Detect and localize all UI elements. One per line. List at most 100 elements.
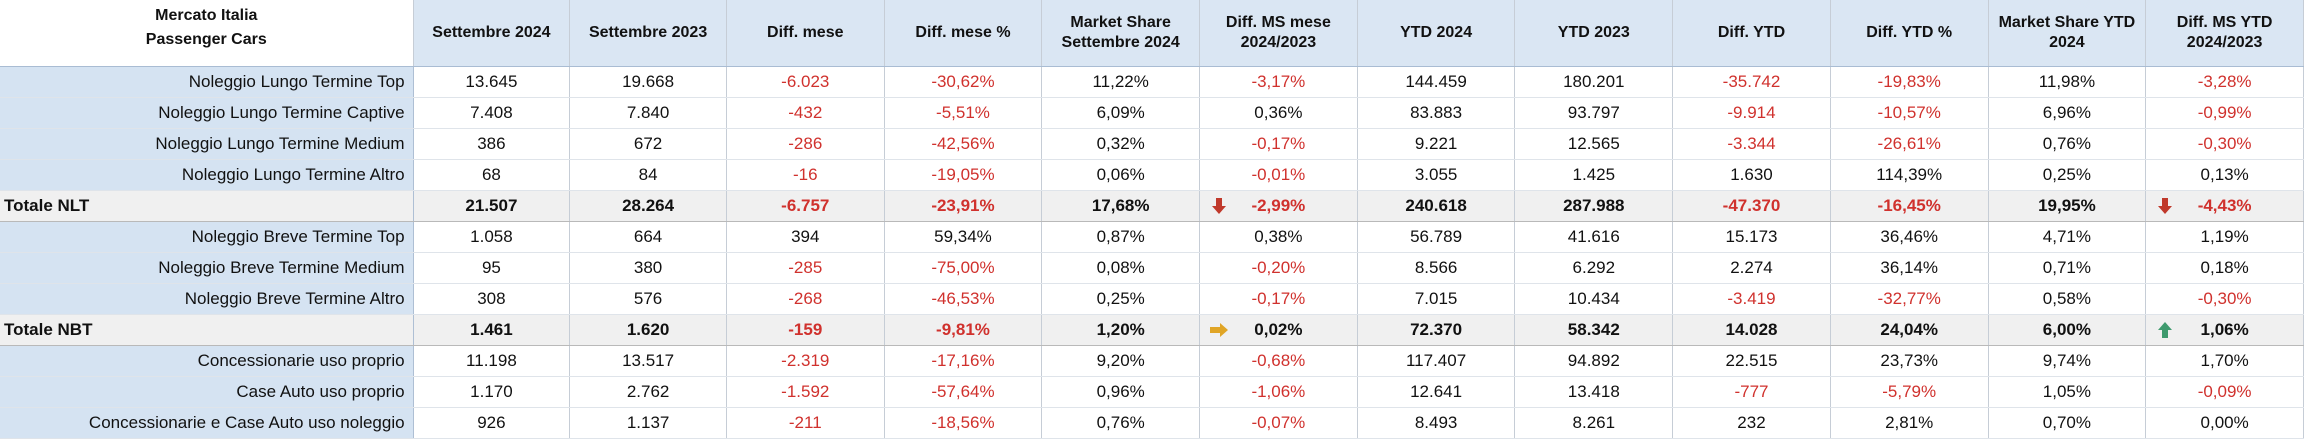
header-row: Mercato Italia Passenger Cars Settembre … [0, 0, 2304, 67]
table-cell: 926 [413, 407, 571, 439]
table-cell: 0,25% [1041, 283, 1201, 315]
table-cell: 41.616 [1514, 221, 1674, 253]
table-cell: 13.418 [1514, 376, 1674, 408]
row-label: Noleggio Lungo Termine Captive [0, 97, 414, 129]
table-cell: -1.592 [726, 376, 885, 408]
table-cell: 36,46% [1830, 221, 1989, 253]
row-label: Noleggio Lungo Termine Medium [0, 128, 414, 160]
table-cell: 1,05% [1988, 376, 2147, 408]
table-cell: -286 [726, 128, 885, 160]
table-cell: 12.641 [1357, 376, 1516, 408]
table-row: Noleggio Lungo Termine Medium 386 672 -286-… [0, 128, 2304, 160]
table-cell: -3,28% [2145, 66, 2304, 98]
arrow-right-yellow-icon [1208, 320, 1230, 340]
table-cell: 1,20% [1041, 314, 1201, 346]
col-header: Diff. MS mese 2024/2023 [1199, 0, 1358, 67]
row-label: Noleggio Lungo Termine Top [0, 66, 414, 98]
table-cell: -6.023 [726, 66, 885, 98]
table-row: Concessionarie uso proprio 11.198 13.517 -2… [0, 345, 2304, 377]
table-row: Noleggio Breve Termine Altro 308 576 -268 -4… [0, 283, 2304, 315]
table-cell: 1.058 [413, 221, 571, 253]
table-cell: -0,17% [1199, 128, 1358, 160]
table-cell: 0,70% [1988, 407, 2147, 439]
table-cell: -3.344 [1672, 128, 1831, 160]
table-cell: 232 [1672, 407, 1831, 439]
table-cell: 6,09% [1041, 97, 1201, 129]
table-cell: -47.370 [1672, 190, 1831, 222]
table-cell: -6.757 [726, 190, 885, 222]
table-cell: 144.459 [1357, 66, 1516, 98]
table-cell: -159 [726, 314, 885, 346]
table-cell: 11.198 [413, 345, 571, 377]
col-header: Diff. mese [726, 0, 885, 67]
table-cell: 664 [569, 221, 727, 253]
table-cell: 6.292 [1514, 252, 1674, 284]
table-cell: 0,38% [1199, 221, 1358, 253]
table-cell: 6,00% [1988, 314, 2147, 346]
table-cell: 0,96% [1041, 376, 1201, 408]
table-cell: -32,77% [1830, 283, 1989, 315]
table-body: Noleggio Lungo Termine Top 13.645 19.668 -6… [0, 66, 2304, 439]
table-cell: 117.407 [1357, 345, 1516, 377]
row-label: Noleggio Breve Termine Top [0, 221, 414, 253]
table-cell: 56.789 [1357, 221, 1516, 253]
table-cell: -9.914 [1672, 97, 1831, 129]
table-cell: 8.261 [1514, 407, 1674, 439]
table-row: Concessionarie e Case Auto uso noleggio 9… [0, 407, 2304, 439]
table-cell: 2.274 [1672, 252, 1831, 284]
table-cell: 21.507 [413, 190, 571, 222]
table-cell: -3.419 [1672, 283, 1831, 315]
table-cell: 1.620 [569, 314, 727, 346]
table-cell: -9,81% [884, 314, 1043, 346]
table-cell: -75,00% [884, 252, 1043, 284]
table-cell: 22.515 [1672, 345, 1831, 377]
table-cell: 84 [569, 159, 727, 191]
table-cell: 93.797 [1514, 97, 1674, 129]
table-cell: 83.883 [1357, 97, 1516, 129]
table-cell: 1.461 [413, 314, 571, 346]
table-cell: 1.170 [413, 376, 571, 408]
col-header: Diff. YTD [1672, 0, 1831, 67]
table-cell: 0,71% [1988, 252, 2147, 284]
row-label: Totale NBT [0, 314, 414, 346]
table-cell: -0,07% [1199, 407, 1358, 439]
table-cell: -17,16% [884, 345, 1043, 377]
table-cell: -0,30% [2145, 128, 2304, 160]
col-header: Settembre 2024 [413, 0, 571, 67]
table-cell: 0,00% [2145, 407, 2304, 439]
table-cell: 240.618 [1357, 190, 1516, 222]
cell-value: 0,02% [1254, 320, 1303, 339]
table-cell: 14.028 [1672, 314, 1831, 346]
table-cell: 9,74% [1988, 345, 2147, 377]
table-cell: 1,06% [2145, 314, 2304, 346]
table-cell: -16,45% [1830, 190, 1989, 222]
table-cell: 19.668 [569, 66, 727, 98]
table-cell: 1,70% [2145, 345, 2304, 377]
table-cell: 0,13% [2145, 159, 2304, 191]
table-cell: -2.319 [726, 345, 885, 377]
table-cell: 58.342 [1514, 314, 1674, 346]
row-label: Concessionarie e Case Auto uso noleggio [0, 407, 414, 439]
table-cell: -57,64% [884, 376, 1043, 408]
col-header: Diff. mese % [884, 0, 1043, 67]
table-cell: -285 [726, 252, 885, 284]
table-cell: -10,57% [1830, 97, 1989, 129]
table-cell: 72.370 [1357, 314, 1516, 346]
table-cell: 10.434 [1514, 283, 1674, 315]
table-cell: 0,87% [1041, 221, 1201, 253]
table-cell: -4,43% [2145, 190, 2304, 222]
table-cell: 6,96% [1988, 97, 2147, 129]
table-cell: 114,39% [1830, 159, 1989, 191]
table-cell: 394 [726, 221, 885, 253]
table-cell: 180.201 [1514, 66, 1674, 98]
table-cell: -35.742 [1672, 66, 1831, 98]
table-cell: -19,05% [884, 159, 1043, 191]
table-cell: 672 [569, 128, 727, 160]
table-row: Noleggio Lungo Termine Top 13.645 19.668 -6… [0, 66, 2304, 98]
table-cell: 13.645 [413, 66, 571, 98]
table-cell: 94.892 [1514, 345, 1674, 377]
col-header: YTD 2024 [1357, 0, 1516, 67]
table-cell: 9,20% [1041, 345, 1201, 377]
table-cell: 1.137 [569, 407, 727, 439]
